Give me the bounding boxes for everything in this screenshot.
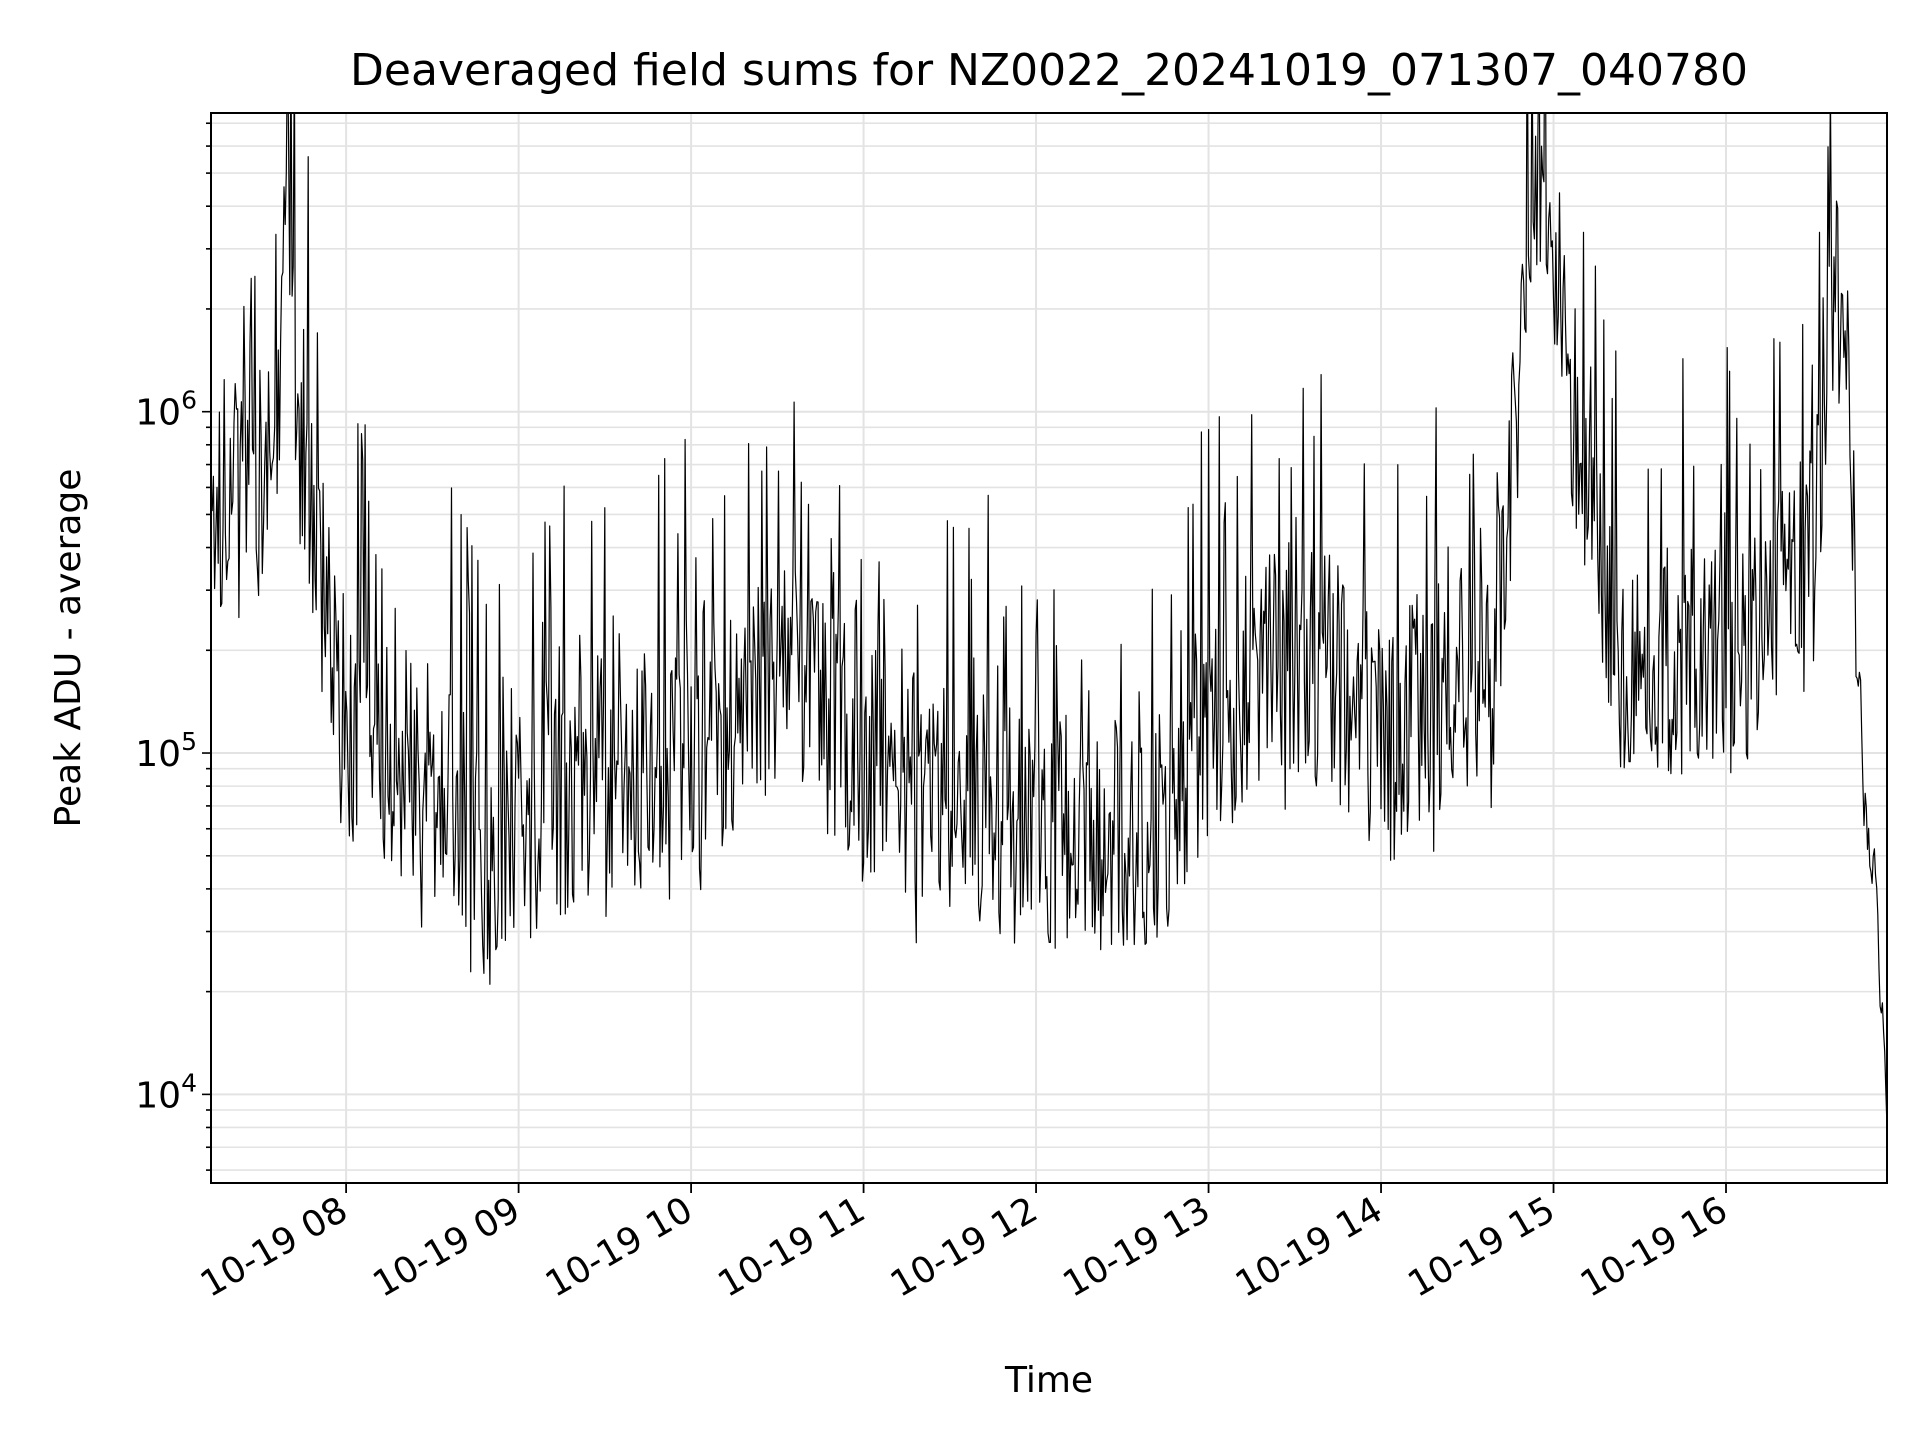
y-tick-exponent: 6 bbox=[181, 386, 197, 415]
y-tick-base: 10 bbox=[135, 734, 181, 775]
x-axis-label: Time bbox=[1004, 1360, 1093, 1401]
y-axis-label: Peak ADU - average bbox=[48, 469, 89, 828]
chart-title: Deaveraged field sums for NZ0022_2024101… bbox=[350, 45, 1748, 96]
y-tick-base: 10 bbox=[135, 1075, 181, 1116]
y-tick-label: 104 bbox=[135, 1068, 197, 1116]
y-tick-exponent: 4 bbox=[181, 1068, 197, 1097]
y-tick-label: 106 bbox=[135, 386, 197, 434]
data-series bbox=[211, 113, 1887, 1128]
series-line bbox=[211, 113, 1887, 1128]
y-tick-exponent: 5 bbox=[181, 727, 197, 756]
plot-frame bbox=[210, 112, 1888, 1184]
y-tick-base: 10 bbox=[135, 393, 181, 434]
y-tick-label: 105 bbox=[135, 727, 197, 775]
